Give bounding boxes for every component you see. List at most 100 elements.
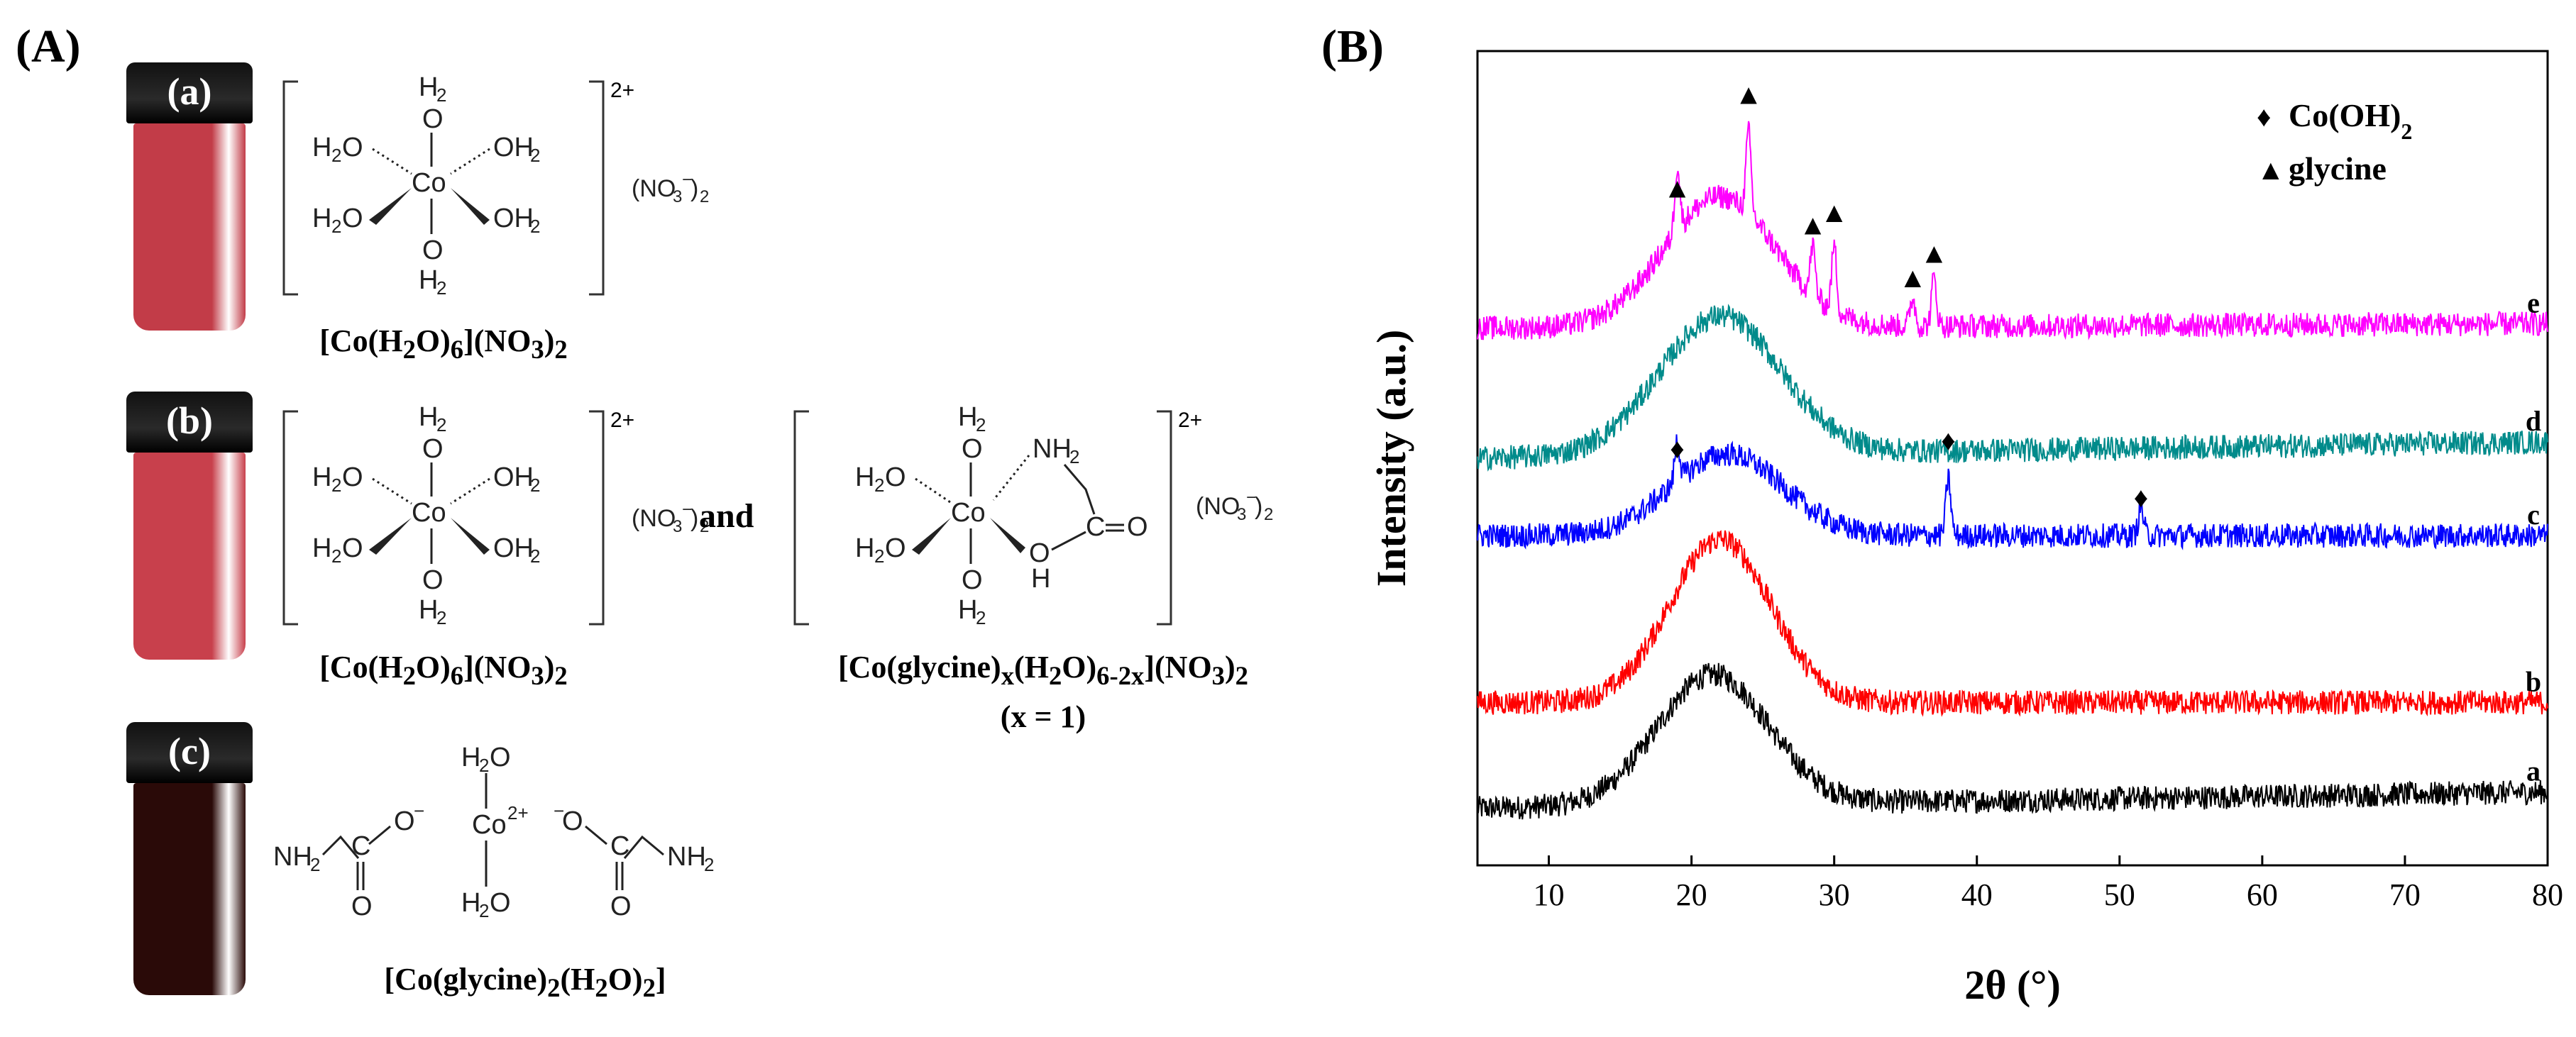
y-axis-label: Intensity (a.u.) (1368, 330, 1414, 587)
atom-o: O (394, 806, 415, 836)
atom-h: H (958, 402, 977, 432)
atom-c: C (1086, 512, 1105, 542)
atom-h: H (461, 743, 480, 772)
atom-o: O (342, 133, 363, 162)
x-tick-label: 80 (2532, 877, 2563, 912)
caption-b-right: [Co(glycine)x(H2O)6-2x](NO3)2 (838, 650, 1248, 690)
and-text: and (699, 497, 754, 535)
vial-c-liquid (133, 783, 246, 995)
bracket-left (282, 80, 298, 296)
sub-2: 2 (530, 545, 540, 567)
triangle-peak-marker: ▲ (1799, 209, 1827, 240)
structure-c-bis-glycinato-cobalt: H2 O NH2 C O− O Co 2+ −O C O NH2 H2 O (273, 743, 714, 921)
atom-o: O (962, 434, 983, 464)
atom-h: H (312, 462, 331, 492)
atom-o: O (351, 892, 373, 921)
atom-nh: NH (1033, 434, 1072, 464)
triangle-peak-marker: ▲ (1820, 196, 1849, 228)
caption-b-note: (x = 1) (1000, 699, 1086, 734)
atom-o: O (962, 565, 983, 595)
x-tick-label: 50 (2104, 877, 2135, 912)
triangle-peak-marker: ▲ (1734, 79, 1763, 111)
atom-o: O (422, 235, 444, 265)
sup-charge: 2+ (507, 802, 529, 824)
paren: ) (690, 175, 698, 202)
sub-2: 2 (976, 607, 986, 628)
sub-2: 2 (700, 187, 709, 206)
atom-h: H (312, 133, 331, 162)
diamond-peak-marker: ♦ (1941, 425, 1955, 457)
atom-o: O (610, 892, 632, 921)
sub-3: 3 (673, 517, 682, 536)
atom-o: O (422, 104, 444, 134)
panel-a-label: (A) (16, 21, 81, 72)
atom-h: H (855, 462, 874, 492)
vial-a-label: (a) (167, 70, 212, 113)
sub-2: 2 (331, 216, 341, 237)
sub-2: 2 (310, 854, 320, 875)
atom-oh: OH (493, 462, 534, 492)
triangle-peak-marker: ▲ (1663, 172, 1692, 204)
legend-marker-diamond: ♦ (2257, 101, 2271, 133)
x-tick-label: 30 (1819, 877, 1850, 912)
diamond-peak-marker: ♦ (2134, 482, 2148, 514)
sub-2: 2 (1264, 505, 1273, 524)
series-label-c: c (2527, 499, 2540, 531)
atom-co: Co (412, 498, 446, 528)
series-label-a: a (2526, 755, 2541, 787)
peak-markers: ▲▲▲▲▲▲♦ ♦♦ (1663, 79, 2148, 514)
atom-h: H (419, 72, 438, 102)
atom-c: C (351, 831, 370, 861)
atom-o: O (885, 533, 906, 563)
vial-c-label: (c) (168, 730, 211, 772)
x-axis-label: 2θ (°) (1964, 962, 2061, 1008)
triangle-peak-marker: ▲ (1898, 262, 1927, 294)
atom-h: H (419, 402, 438, 432)
paren: ) (690, 505, 698, 532)
sub-2: 2 (874, 475, 884, 496)
series-line-d (1477, 304, 2548, 472)
atom-o: O (490, 888, 511, 918)
nitrate-text: (NO (632, 175, 676, 202)
atom-h: H (461, 888, 480, 918)
sub-2: 2 (331, 545, 341, 567)
series-label-d: d (2526, 405, 2541, 437)
caption-c: [Co(glycine)2(H2O)2] (384, 962, 666, 1002)
nitrate-text: (NO (1196, 493, 1240, 520)
series-group (1477, 121, 2548, 820)
vial-a-photo: (a) (122, 62, 257, 338)
atom-oh: OH (493, 533, 534, 563)
series-label-b: b (2526, 665, 2541, 697)
charge-label: 2+ (1178, 409, 1202, 432)
atom-h: H (958, 595, 977, 625)
sub-2: 2 (530, 475, 540, 496)
sub-2: 2 (436, 84, 446, 106)
x-tick-label: 40 (1961, 877, 1993, 912)
legend-label-co-oh-2: Co(OH)2 (2289, 97, 2412, 144)
atom-co: Co (412, 168, 446, 198)
atom-o: O (1029, 538, 1050, 568)
sub-2: 2 (1069, 446, 1079, 467)
atom-co: Co (472, 810, 507, 840)
sub-2: 2 (874, 545, 884, 567)
diamond-peak-marker: ♦ (1670, 433, 1684, 465)
atom-o: O (342, 204, 363, 233)
sub-3: 3 (673, 187, 682, 206)
vial-c-photo: (c) (122, 722, 257, 1002)
atom-h: H (312, 533, 331, 563)
atom-o: O (422, 565, 444, 595)
sup-minus: − (414, 800, 424, 821)
x-tick-label: 10 (1534, 877, 1565, 912)
legend-label-glycine: glycine (2289, 150, 2387, 187)
sub-3: 3 (1237, 505, 1246, 524)
sup-minus: − (682, 500, 692, 519)
series-line-b (1477, 530, 2548, 717)
sub-2: 2 (704, 854, 714, 875)
series-labels: a b c d e (2526, 287, 2541, 787)
atom-o: O (342, 533, 363, 563)
atom-oh: OH (493, 133, 534, 162)
sub-2: 2 (331, 145, 341, 166)
atom-o: O (490, 743, 511, 772)
